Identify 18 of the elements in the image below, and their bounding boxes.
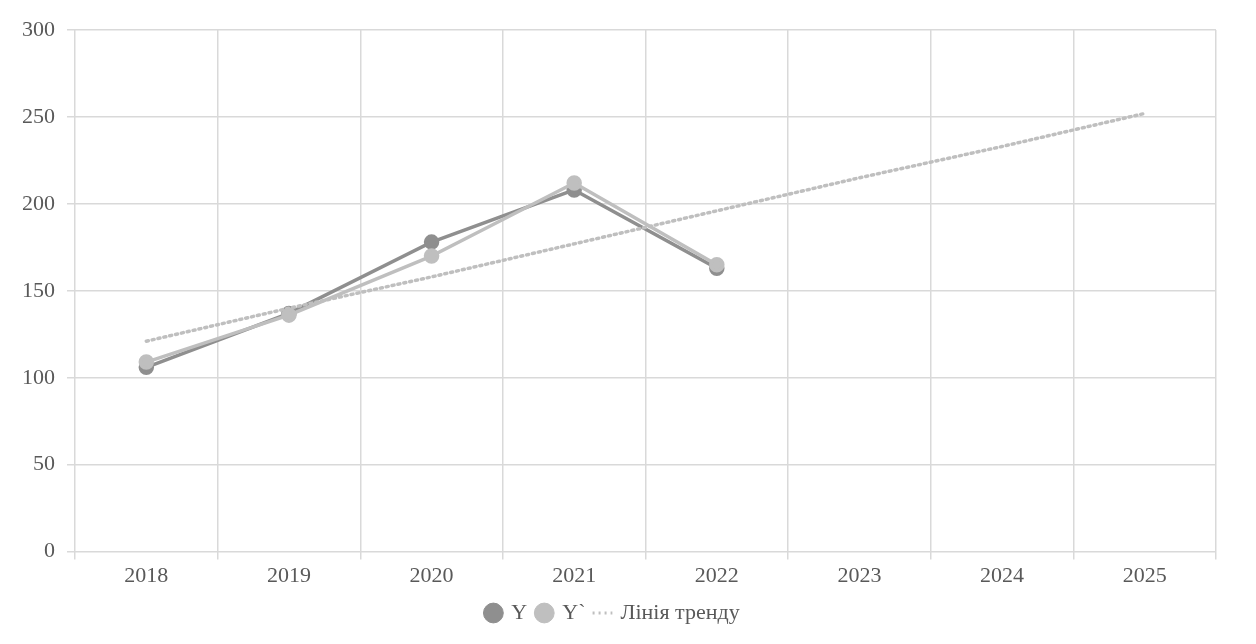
x-tick-label: 2021 (552, 561, 597, 587)
y-tick-label: 250 (22, 102, 55, 128)
y-tick-label: 150 (22, 276, 55, 302)
y-tick-label: 300 (22, 15, 55, 41)
y-tick-label: 100 (22, 363, 55, 389)
x-tick-label: 2020 (409, 561, 454, 587)
y-tick-label: 50 (33, 450, 55, 476)
x-tick-label: 2022 (694, 561, 739, 587)
x-tick-label: 2023 (837, 561, 882, 587)
legend-label: Y` (562, 598, 586, 624)
x-tick-label: 2018 (124, 561, 169, 587)
x-tick-label: 2025 (1122, 561, 1167, 587)
legend-label: Лінія тренду (620, 598, 740, 624)
x-tick-label: 2019 (266, 561, 311, 587)
y-tick-label: 200 (22, 189, 55, 215)
x-tick-label: 2024 (980, 561, 1025, 587)
y-tick-label: 0 (44, 537, 55, 563)
legend-label: Y (511, 598, 528, 624)
